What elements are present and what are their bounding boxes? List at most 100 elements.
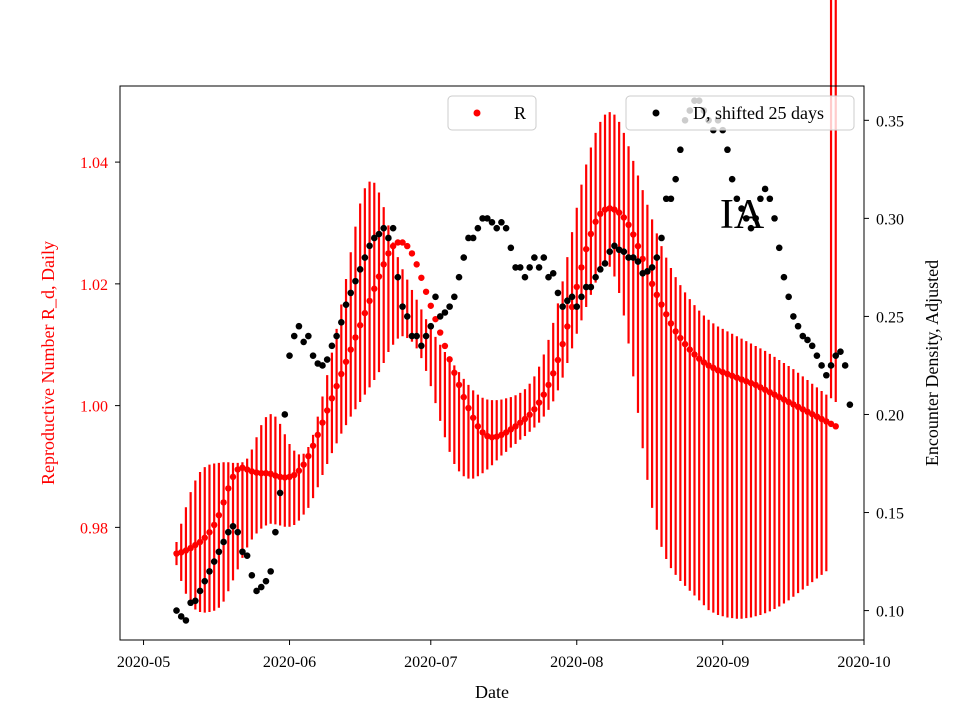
- d-point: [823, 371, 830, 379]
- r-point: [587, 230, 595, 238]
- r-point: [408, 250, 416, 257]
- d-point: [498, 218, 505, 226]
- r-point: [371, 285, 378, 292]
- d-point: [295, 322, 303, 330]
- r-point: [281, 474, 289, 481]
- left-axis-label: Reproductive Number R_d, Daily: [38, 241, 58, 485]
- r-point: [757, 384, 764, 391]
- d-point: [465, 234, 472, 242]
- d-point: [403, 313, 411, 320]
- d-point: [210, 558, 218, 565]
- right-axis-ticks: 0.10 0.15 0.20 0.25 0.30 0.35: [864, 113, 904, 621]
- d-point: [733, 195, 741, 203]
- d-point: [196, 587, 204, 595]
- r-point: [182, 547, 190, 554]
- r-point: [667, 320, 675, 327]
- r-series-layer: [173, 0, 839, 619]
- r-point: [799, 406, 806, 413]
- r-point: [827, 420, 835, 428]
- d-point: [742, 215, 750, 222]
- r-point: [761, 386, 769, 393]
- d-point: [441, 309, 449, 316]
- d-point: [512, 264, 519, 271]
- r-point: [512, 423, 519, 430]
- r-point: [356, 322, 364, 329]
- right-tick-label: 0.35: [876, 113, 904, 130]
- r-point: [229, 473, 237, 481]
- plot-frame: [119, 85, 865, 641]
- d-point: [677, 146, 684, 154]
- d-point: [620, 248, 628, 256]
- d-point: [422, 332, 430, 340]
- legend-d-label: D, shifted 25 days: [693, 103, 824, 123]
- d-point: [248, 571, 256, 579]
- r-point: [488, 434, 496, 441]
- r-point: [710, 364, 717, 372]
- d-point: [479, 215, 486, 222]
- d-point: [592, 273, 599, 281]
- d-point: [521, 273, 529, 281]
- r-point: [766, 389, 774, 396]
- r-point: [342, 358, 350, 365]
- d-point: [375, 230, 383, 238]
- d-point: [818, 362, 825, 369]
- r-point: [573, 283, 580, 291]
- d-point: [239, 548, 246, 556]
- d-point: [253, 587, 260, 595]
- d-point: [177, 613, 185, 620]
- r-point: [545, 381, 552, 389]
- right-tick-label: 0.10: [876, 604, 904, 621]
- r-point: [535, 399, 543, 406]
- r-point: [187, 544, 194, 552]
- d-point: [540, 254, 548, 261]
- r-point: [752, 381, 759, 389]
- d-point: [436, 313, 444, 320]
- r-point: [215, 511, 223, 519]
- d-point: [526, 264, 533, 271]
- d-point: [427, 322, 435, 330]
- r-point: [375, 273, 383, 280]
- d-point: [808, 342, 816, 350]
- r-point: [615, 209, 623, 216]
- r-point: [502, 429, 510, 436]
- r-point: [276, 473, 284, 481]
- right-tick-label: 0.15: [876, 506, 904, 523]
- d-point: [408, 332, 416, 340]
- r-point: [785, 398, 792, 406]
- r-point: [196, 538, 204, 546]
- d-point: [648, 264, 656, 271]
- d-point: [309, 352, 317, 359]
- d-point: [507, 244, 515, 252]
- d-point: [535, 264, 543, 271]
- r-point: [634, 242, 642, 250]
- r-point: [695, 355, 703, 362]
- r-point: [305, 452, 312, 460]
- d-point: [446, 303, 453, 310]
- d-point: [587, 283, 595, 291]
- d-point: [545, 273, 552, 281]
- d-point: [469, 234, 477, 242]
- d-point: [215, 548, 223, 556]
- d-point: [300, 338, 307, 346]
- r-point: [564, 323, 571, 330]
- d-point: [790, 313, 797, 320]
- x-tick-label: 2020-10: [837, 654, 890, 671]
- r-point: [366, 297, 373, 305]
- r-point: [559, 340, 566, 348]
- r-point: [658, 301, 665, 308]
- r-point: [314, 431, 321, 439]
- d-point: [531, 254, 538, 261]
- d-point: [597, 266, 604, 273]
- d-point: [257, 583, 265, 591]
- r-point: [338, 370, 345, 378]
- d-point: [573, 303, 581, 310]
- d-point: [413, 332, 420, 340]
- r-point: [620, 214, 628, 221]
- r-point: [686, 346, 693, 353]
- d-point: [328, 342, 336, 350]
- d-point: [262, 577, 270, 585]
- r-point: [295, 467, 303, 474]
- d-point: [272, 528, 279, 536]
- d-point: [192, 597, 199, 605]
- d-point: [342, 301, 350, 308]
